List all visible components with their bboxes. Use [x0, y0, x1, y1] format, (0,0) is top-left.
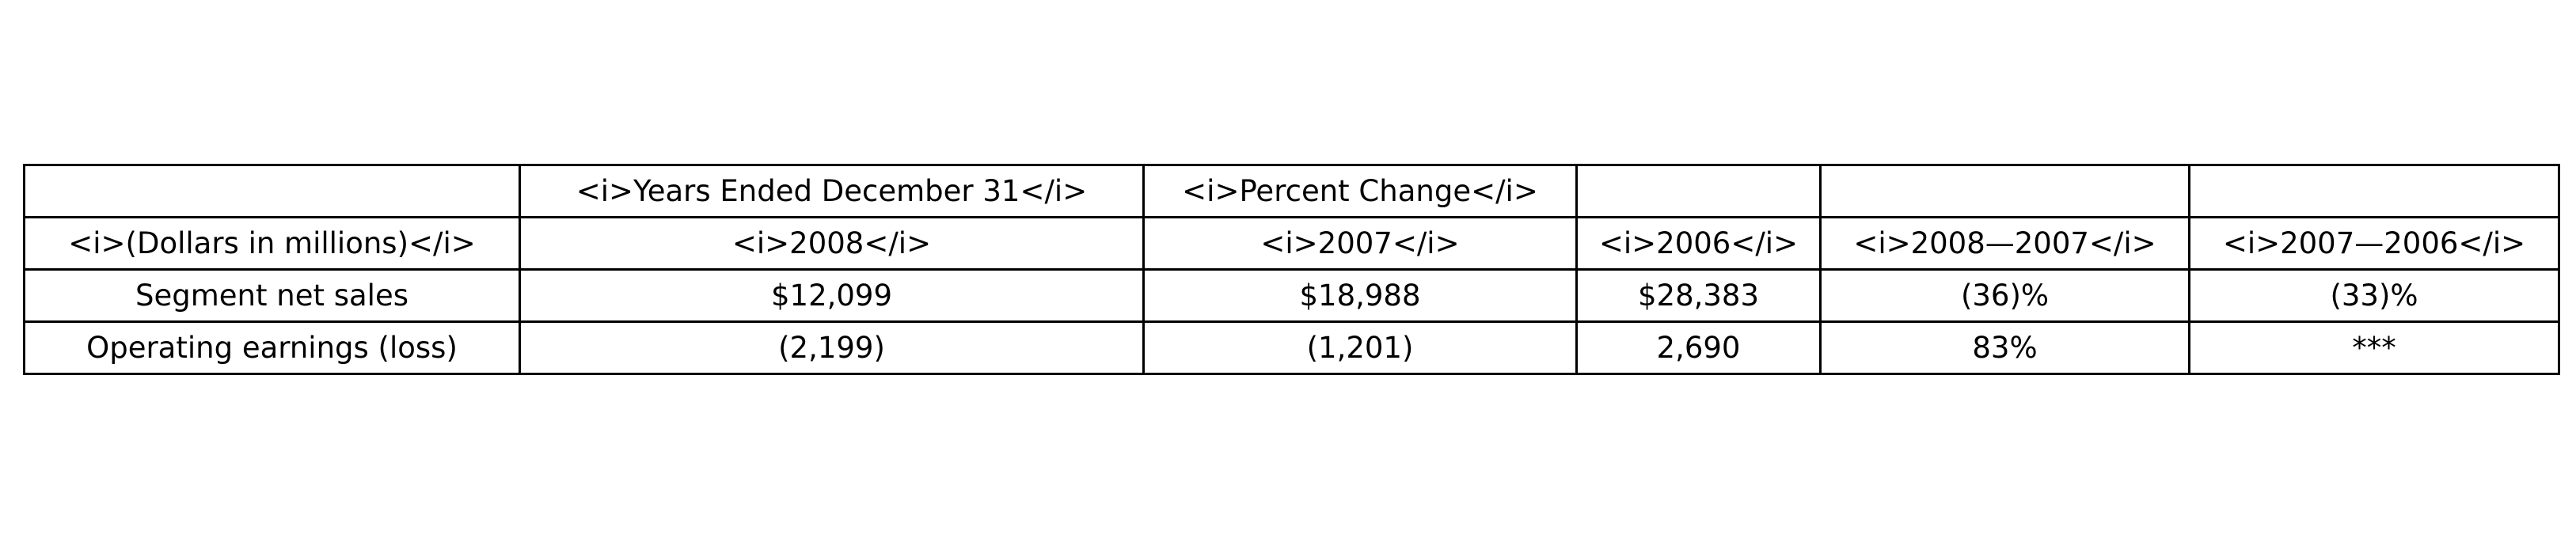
- table-header-row: <i>(Dollars in millions)</i> <i>2008</i> <…: [23, 216, 2560, 271]
- header-cell-r1-c5: <i>2007—2006</i>: [2188, 216, 2560, 271]
- table-cell-r3-c2: (1,201): [1142, 320, 1578, 375]
- table-cell-r2-c5: (33)%: [2188, 268, 2560, 323]
- table-cell-r3-c5: ***: [2188, 320, 2560, 375]
- segment-financials-table: <i>Years Ended December 31</i> <i>Percent…: [23, 164, 2560, 375]
- header-cell-r1-c0: <i>(Dollars in millions)</i>: [23, 216, 521, 271]
- table-row: Segment net sales $12,099 $18,988 $28,383 (3…: [23, 268, 2560, 323]
- header-cell-r0-c1: <i>Years Ended December 31</i>: [519, 164, 1145, 218]
- header-cell-r1-c2: <i>2007</i>: [1142, 216, 1578, 271]
- table-cell-r3-c0: Operating earnings (loss): [23, 320, 521, 375]
- header-cell-r0-c5: [2188, 164, 2560, 218]
- table-cell-r2-c4: (36)%: [1819, 268, 2190, 323]
- header-cell-r1-c4: <i>2008—2007</i>: [1819, 216, 2190, 271]
- header-cell-r0-c3: [1575, 164, 1822, 218]
- header-cell-r1-c3: <i>2006</i>: [1575, 216, 1822, 271]
- table-row: Operating earnings (loss) (2,199) (1,201) 2…: [23, 320, 2560, 375]
- header-cell-r0-c2: <i>Percent Change</i>: [1142, 164, 1578, 218]
- table-header-row: <i>Years Ended December 31</i> <i>Percent…: [23, 164, 2560, 218]
- table-cell-r3-c3: 2,690: [1575, 320, 1822, 375]
- header-cell-r1-c1: <i>2008</i>: [519, 216, 1145, 271]
- table-cell-r2-c2: $18,988: [1142, 268, 1578, 323]
- table-cell-r3-c1: (2,199): [519, 320, 1145, 375]
- table-cell-r2-c3: $28,383: [1575, 268, 1822, 323]
- table-cell-r3-c4: 83%: [1819, 320, 2190, 375]
- table-cell-r2-c0: Segment net sales: [23, 268, 521, 323]
- header-cell-r0-c4: [1819, 164, 2190, 218]
- table-cell-r2-c1: $12,099: [519, 268, 1145, 323]
- header-cell-r0-c0: [23, 164, 521, 218]
